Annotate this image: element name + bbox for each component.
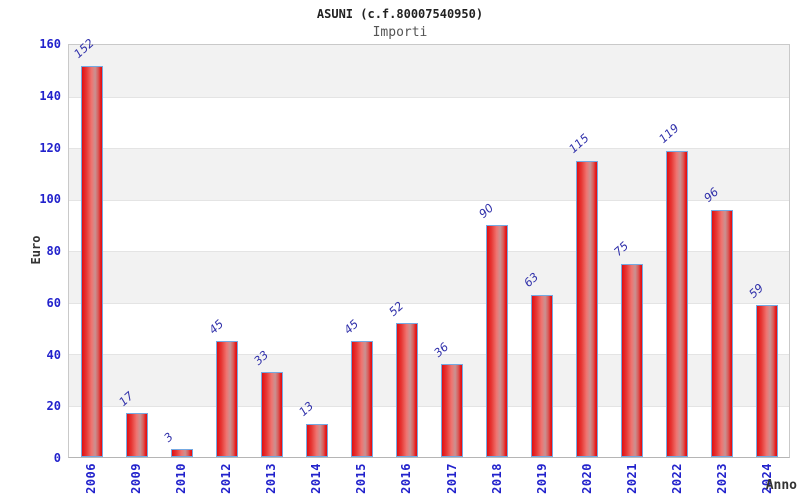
- bar-slot: 75: [609, 45, 654, 457]
- y-tick-label: 40: [46, 347, 61, 362]
- bar-2020: [575, 160, 598, 457]
- chart-title: ASUNI (c.f.80007540950): [316, 7, 484, 21]
- x-tick-label: 2017: [444, 463, 459, 494]
- plot-band: [69, 96, 789, 148]
- x-tick-label: 2013: [264, 463, 279, 494]
- x-tick-slot: 2020: [564, 463, 609, 500]
- bar-slot: 152: [69, 36, 114, 457]
- plot-area: 152 17 3 45 33 13 45 52 36 90 63 115 75 119 96 59: [68, 36, 790, 458]
- y-tick-label: 0: [53, 451, 61, 465]
- x-tick-slot: 2019: [519, 463, 564, 500]
- y-tick-label: 120: [39, 140, 61, 155]
- x-axis: 2006 2009 2010 2012 2013 2014 2015 2016 2017 2018…: [68, 463, 790, 500]
- x-tick-label: 2010: [173, 463, 188, 494]
- bar-slot: 90: [474, 45, 519, 457]
- bar-slot: 115: [564, 45, 609, 457]
- x-tick-label: 2016: [399, 463, 414, 494]
- y-tick-label: 160: [39, 37, 61, 51]
- bar-2009: [125, 413, 148, 457]
- bar-value-label: 3: [160, 429, 176, 445]
- bar-slot: 63: [519, 45, 564, 457]
- x-tick-slot: 2023: [700, 463, 745, 500]
- bar-2015: [350, 341, 373, 457]
- bar-slot: 33: [249, 45, 294, 457]
- y-tick-label: 100: [39, 192, 61, 207]
- bar-2017: [440, 364, 463, 457]
- bar-value-label: 75: [610, 239, 631, 260]
- bar-slot: 45: [204, 45, 249, 457]
- bar-value-label: 52: [385, 298, 406, 319]
- x-tick-label: 2019: [534, 463, 549, 494]
- x-tick-slot: 2018: [474, 463, 519, 500]
- bar-value-label: 152: [70, 35, 97, 61]
- bar-value-label: 119: [655, 120, 682, 146]
- bar-2023: [710, 209, 733, 457]
- x-tick-slot: 2012: [203, 463, 248, 500]
- bar-value-label: 33: [250, 347, 271, 368]
- x-tick-label: 2022: [670, 463, 685, 494]
- bar-2022: [665, 150, 688, 457]
- x-tick-slot: 2014: [294, 463, 339, 500]
- bar-value-label: 13: [295, 398, 316, 419]
- bar-slot: 45: [339, 45, 384, 457]
- bar-value-label: 17: [115, 388, 136, 409]
- x-tick-label: 2021: [625, 463, 640, 494]
- x-tick-label: 2012: [218, 463, 233, 494]
- bar-slot: 119: [654, 45, 699, 457]
- bar-2016: [395, 323, 418, 457]
- bar-slot: 52: [384, 45, 429, 457]
- bar-2024: [755, 305, 778, 457]
- bar-value-label: 96: [700, 184, 721, 206]
- bar-value-label: 45: [340, 316, 361, 337]
- x-tick-slot: 2021: [610, 463, 655, 500]
- plot-band: [69, 45, 789, 97]
- bar-2013: [260, 372, 283, 457]
- bar-2014: [305, 423, 328, 457]
- x-tick-slot: 2009: [113, 463, 158, 500]
- x-tick-slot: 2006: [68, 463, 113, 500]
- y-tick-label: 20: [46, 399, 61, 414]
- bar-slot: 13: [294, 45, 339, 457]
- bar-value-label: 36: [430, 339, 451, 360]
- chart-subtitle: Importi: [372, 25, 428, 40]
- bars-container: 152 17 3 45 33 13 45 52 36 90 63 115 75 119 96 59: [69, 36, 789, 457]
- bar-2006: [80, 65, 103, 457]
- y-axis: 0 20 40 60 80 100 120 140 160: [0, 38, 61, 464]
- y-tick-label: 80: [46, 244, 61, 258]
- x-tick-slot: 2013: [249, 463, 294, 500]
- y-tick-label: 140: [39, 88, 61, 103]
- bar-2010: [170, 449, 193, 457]
- bar-value-label: 115: [565, 131, 592, 157]
- x-tick-slot: 2010: [158, 463, 203, 500]
- y-tick-label: 60: [46, 295, 61, 310]
- x-tick-label: 2014: [309, 463, 324, 494]
- bar-2012: [215, 341, 238, 457]
- x-tick-label: 2015: [354, 463, 369, 494]
- bar-slot: 3: [159, 45, 204, 457]
- x-tick-label: 2006: [83, 463, 98, 494]
- bar-2021: [620, 263, 643, 457]
- x-tick-slot: 2022: [655, 463, 700, 500]
- x-tick-label: 2023: [715, 463, 730, 494]
- bar-slot: 96: [699, 45, 744, 457]
- bar-value-label: 63: [520, 269, 541, 291]
- bar-slot: 36: [429, 45, 474, 457]
- x-tick-label: 2009: [128, 463, 143, 494]
- x-tick-slot: 2015: [339, 463, 384, 500]
- x-tick-label: 2018: [489, 463, 504, 494]
- bar-value-label: 45: [205, 316, 226, 337]
- bar-slot: 17: [114, 45, 159, 457]
- bar-value-label: 90: [475, 200, 496, 221]
- bar-2019: [530, 294, 553, 457]
- x-axis-title: Anno: [765, 478, 797, 493]
- x-tick-slot: 2016: [384, 463, 429, 500]
- x-tick-label: 2020: [579, 463, 594, 494]
- bar-slot: 59: [744, 45, 789, 457]
- bar-2018: [485, 225, 508, 457]
- bar-value-label: 59: [745, 280, 766, 301]
- x-tick-slot: 2017: [429, 463, 474, 500]
